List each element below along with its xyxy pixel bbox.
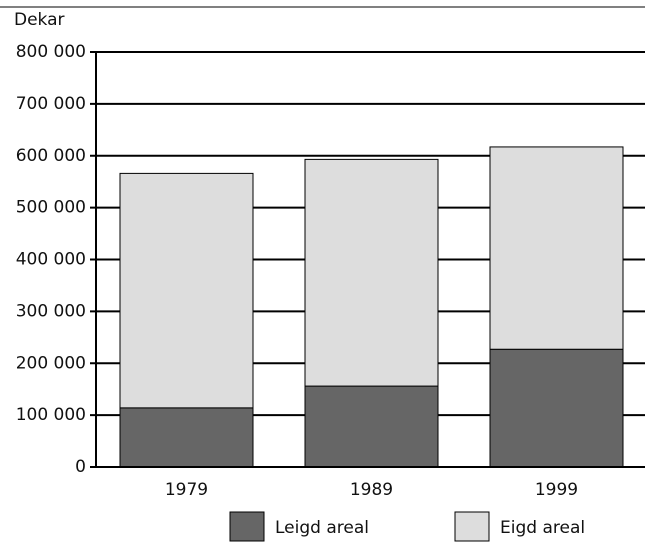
legend-swatch <box>229 511 265 542</box>
y-tick-label: 800 000 <box>16 42 86 62</box>
x-tick-label: 1989 <box>350 480 393 500</box>
bar-segment <box>119 172 254 409</box>
y-tick-label: 200 000 <box>16 353 86 373</box>
bar-segment <box>304 158 439 387</box>
x-tick-label: 1999 <box>535 480 578 500</box>
y-tick-label: 700 000 <box>16 94 86 114</box>
y-tick-label: 500 000 <box>16 198 86 218</box>
legend-label: Eigd areal <box>500 518 585 538</box>
bar-segment <box>489 146 624 350</box>
y-tick-label: 600 000 <box>16 146 86 166</box>
y-axis-label: Dekar <box>14 10 65 30</box>
bar-segment <box>304 385 439 468</box>
y-tick-label: 0 <box>75 457 86 477</box>
bar-segment <box>489 348 624 468</box>
legend-swatch <box>454 511 490 542</box>
y-tick-label: 300 000 <box>16 301 86 321</box>
y-tick-label: 100 000 <box>16 405 86 425</box>
x-tick-label: 1979 <box>165 480 208 500</box>
y-tick-label: 400 000 <box>16 250 86 270</box>
bar-segment <box>119 407 254 468</box>
legend-label: Leigd areal <box>275 518 369 538</box>
